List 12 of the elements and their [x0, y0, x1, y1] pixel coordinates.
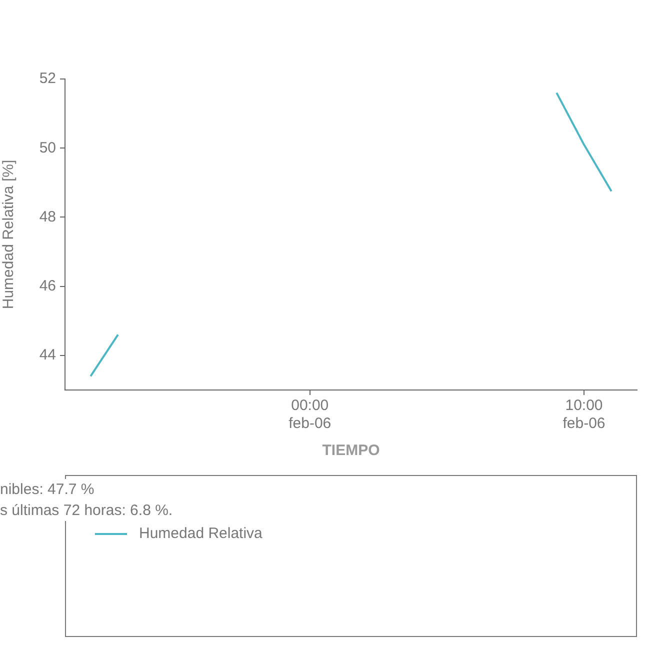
y-axis-title: Humedad Relativa [%] [0, 160, 18, 310]
y-tick-label: 46 [39, 277, 56, 294]
y-tick-label: 50 [39, 139, 56, 156]
x-tick-label: 00:00 feb-06 [288, 397, 332, 432]
x-tick-label: 10:00 feb-06 [562, 397, 606, 432]
legend-label: Humedad Relativa [139, 525, 262, 542]
y-tick-label: 48 [39, 208, 56, 226]
y-tick-label: 44 [39, 346, 56, 364]
y-tick-label: 52 [39, 70, 56, 88]
x-axis-title: TIEMPO [322, 442, 380, 460]
text: s últimas 72 horas: 6.8 %. [0, 500, 173, 521]
text: nibles: 47.7 % [0, 479, 94, 500]
